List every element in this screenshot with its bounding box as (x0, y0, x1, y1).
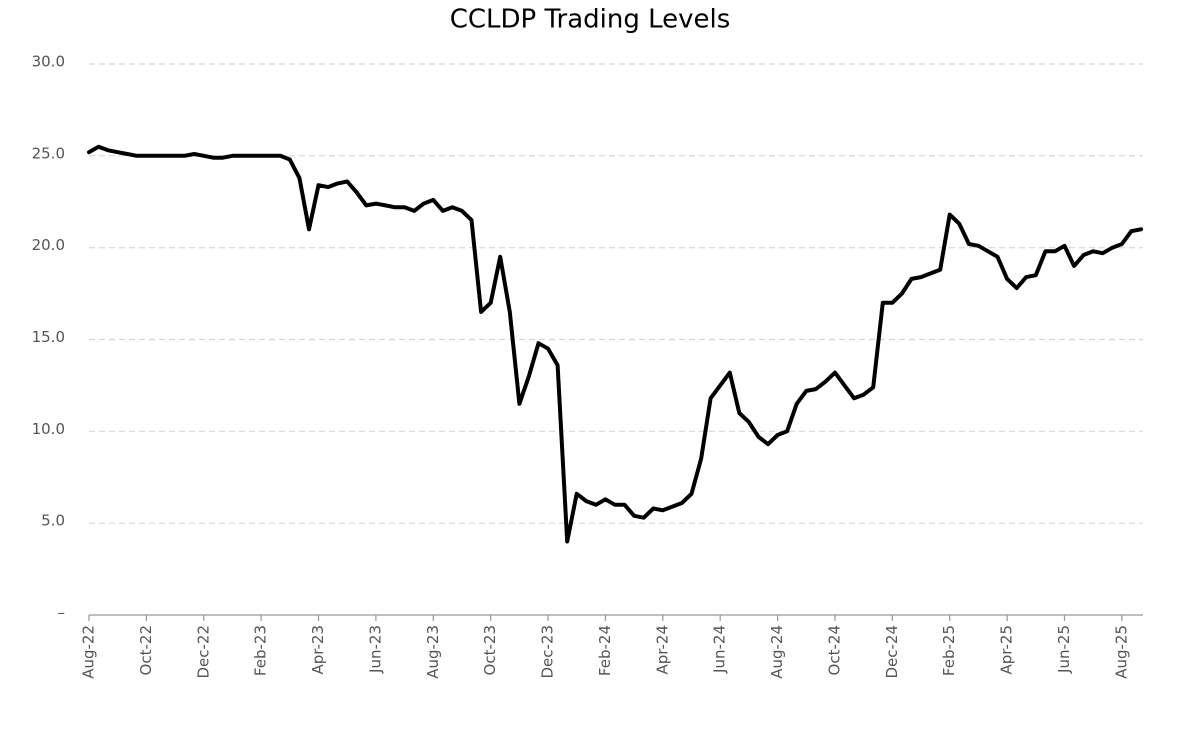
x-tick-label: Oct-23 (481, 625, 499, 675)
x-tick-label: Dec-24 (883, 625, 901, 679)
x-tick-label: Dec-22 (194, 625, 212, 679)
x-tick-label: Aug-24 (768, 625, 786, 679)
x-tick-label: Aug-25 (1112, 625, 1130, 679)
price-line (87, 144, 1143, 544)
x-tick-label: Feb-24 (596, 625, 614, 676)
x-tick-label: Apr-24 (653, 625, 671, 675)
y-tick-label: – (58, 604, 66, 622)
x-tick-label: Jun-24 (711, 625, 729, 674)
x-tick-label: Apr-25 (998, 625, 1016, 675)
x-tick-label: Oct-24 (825, 625, 843, 675)
x-tick-label: Dec-23 (539, 625, 557, 679)
y-tick-label: 15.0 (32, 328, 65, 346)
x-tick-label: Aug-22 (80, 625, 98, 679)
x-tick-label: Jun-25 (1055, 625, 1073, 674)
x-tick-label: Oct-22 (137, 625, 155, 675)
y-tick-label: 20.0 (32, 236, 65, 254)
y-tick-label: 10.0 (32, 420, 65, 438)
x-tick-label: Feb-25 (940, 625, 958, 676)
chart-title: CCLDP Trading Levels (450, 5, 731, 35)
y-tick-label: 30.0 (32, 53, 65, 71)
x-tick-label: Feb-23 (252, 625, 270, 676)
y-tick-label: 25.0 (32, 144, 65, 162)
x-tick-label: Jun-23 (366, 625, 384, 674)
x-tick-label: Aug-23 (424, 625, 442, 679)
y-tick-label: 5.0 (41, 512, 65, 530)
x-tick-label: Apr-23 (309, 625, 327, 675)
